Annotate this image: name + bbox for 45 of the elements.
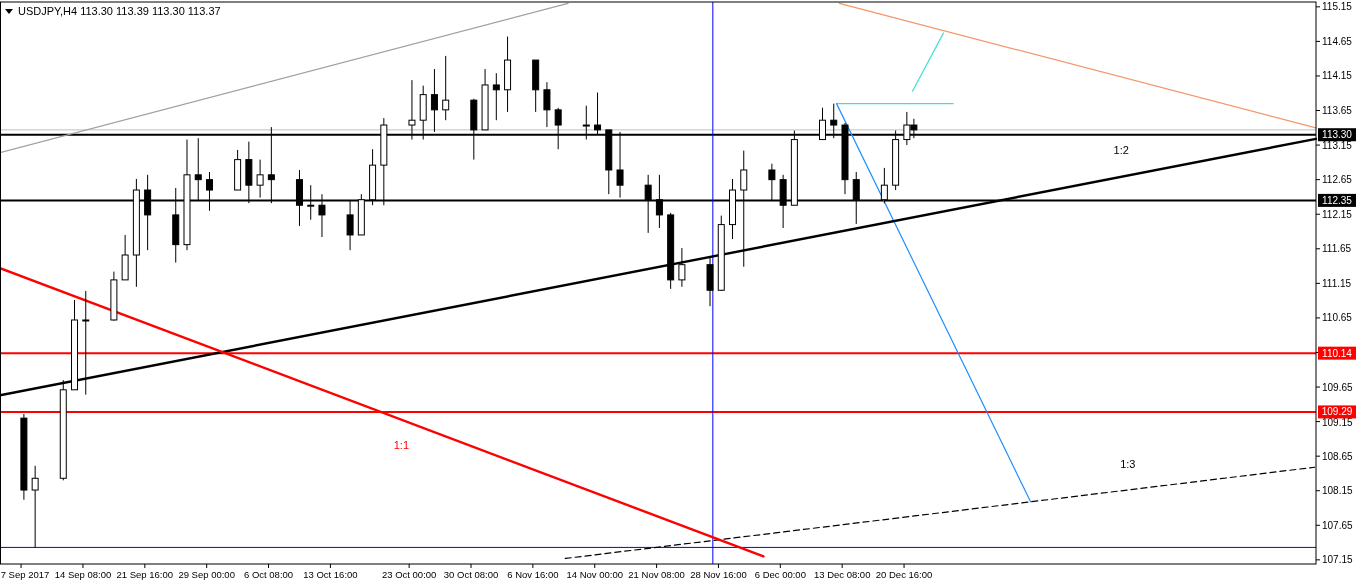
ref-line-label: 113.30 [1322, 129, 1353, 141]
x-tick-label: 6 Dec 00:00 [754, 569, 806, 580]
x-tick-label: 20 Dec 16:00 [875, 569, 933, 580]
candlestick [31, 465, 39, 548]
annotation: 1:2 [1113, 143, 1129, 156]
x-tick-label: 14 Nov 00:00 [566, 569, 623, 580]
candlestick [430, 68, 438, 133]
annotation: 1:1 [393, 438, 410, 451]
y-tick-label: 113.15 [1322, 140, 1353, 152]
y-tick-label: 115.15 [1322, 1, 1353, 13]
ref-line-label: 110.14 [1322, 347, 1353, 359]
y-tick-label: 107.15 [1322, 554, 1354, 566]
y-tick-label: 110.65 [1322, 312, 1353, 324]
x-tick-label: 28 Nov 16:00 [690, 569, 747, 580]
x-tick-label: 6 Nov 16:00 [507, 569, 559, 580]
x-tick-label: 14 Sep 08:00 [54, 569, 112, 580]
chart-title: USDJPY,H4 113.30 113.39 113.30 113.37 [18, 5, 221, 17]
x-tick-label: 6 Oct 08:00 [243, 569, 294, 580]
x-tick-label: 21 Sep 16:00 [116, 569, 174, 580]
y-tick-label: 112.65 [1322, 174, 1353, 186]
y-tick-label: 111.15 [1322, 277, 1352, 289]
y-tick-label: 111.65 [1322, 243, 1352, 255]
y-tick-label: 108.15 [1322, 485, 1354, 497]
y-tick-label: 109.15 [1322, 417, 1354, 429]
y-tick-label: 113.65 [1322, 105, 1353, 117]
y-tick-label: 108.65 [1322, 450, 1354, 462]
y-tick-label: 107.65 [1322, 519, 1354, 531]
ref-line-label: 109.29 [1321, 406, 1353, 418]
candlestick [492, 72, 500, 121]
annotation: 1:3 [1120, 458, 1136, 471]
y-tick-label: 114.15 [1322, 70, 1353, 82]
candlestick [543, 81, 551, 128]
y-tick-label: 112.15 [1322, 208, 1353, 220]
x-tick-label: 21 Nov 08:00 [628, 569, 685, 580]
x-tick-label: 13 Oct 16:00 [303, 569, 358, 580]
x-tick-label: 7 Sep 2017 [0, 569, 50, 580]
x-tick-label: 13 Dec 08:00 [813, 569, 871, 580]
candlestick [678, 247, 686, 288]
x-tick-label: 29 Sep 00:00 [178, 569, 235, 580]
candlestick [442, 55, 450, 121]
ref-line-label: 112.35 [1322, 194, 1353, 206]
x-tick-label: 30 Oct 08:00 [443, 569, 499, 580]
y-tick-label: 109.65 [1322, 381, 1354, 393]
x-tick-label: 23 Oct 00:00 [381, 569, 437, 580]
y-tick-label: 114.65 [1322, 35, 1353, 47]
